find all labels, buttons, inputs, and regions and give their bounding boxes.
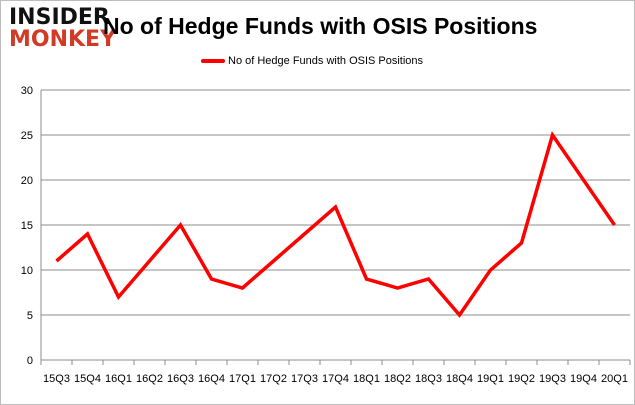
- x-tick-label: 15Q4: [74, 373, 101, 385]
- y-tick-label: 30: [21, 85, 33, 97]
- x-tick-label: 18Q3: [415, 373, 442, 385]
- x-tick-label: 18Q1: [353, 373, 380, 385]
- x-tick-label: 18Q4: [446, 373, 473, 385]
- x-tick-label: 18Q2: [384, 373, 411, 385]
- x-tick-label: 17Q4: [322, 373, 349, 385]
- insider-monkey-logo: INSIDER MONKEY: [9, 7, 116, 51]
- x-tick-label: 20Q1: [601, 373, 628, 385]
- y-tick-label: 20: [21, 175, 33, 187]
- x-tick-label: 16Q3: [167, 373, 194, 385]
- x-tick-label: 16Q1: [105, 373, 132, 385]
- logo-line2: MONKEY: [9, 27, 117, 52]
- logo-line1: INSIDER: [9, 5, 110, 30]
- y-tick-label: 10: [21, 265, 33, 277]
- legend: No of Hedge Funds with OSIS Positions: [201, 55, 423, 67]
- x-tick-label: 17Q1: [229, 373, 256, 385]
- x-tick-label: 15Q3: [43, 373, 70, 385]
- x-tick-label: 17Q2: [260, 373, 287, 385]
- x-tick-label: 19Q2: [508, 373, 535, 385]
- legend-swatch: [201, 59, 225, 63]
- y-tick-label: 15: [21, 220, 33, 232]
- x-tick-label: 19Q4: [570, 373, 597, 385]
- x-tick-label: 19Q3: [539, 373, 566, 385]
- x-tick-label: 17Q3: [291, 373, 318, 385]
- x-tick-label: 16Q2: [136, 373, 163, 385]
- y-tick-label: 25: [21, 130, 33, 142]
- y-tick-label: 0: [27, 355, 33, 367]
- legend-label: No of Hedge Funds with OSIS Positions: [228, 55, 424, 67]
- x-tick-label: 19Q1: [477, 373, 504, 385]
- chart-title: No of Hedge Funds with OSIS Positions: [103, 13, 538, 39]
- y-tick-label: 5: [27, 310, 33, 322]
- x-tick-label: 16Q4: [198, 373, 225, 385]
